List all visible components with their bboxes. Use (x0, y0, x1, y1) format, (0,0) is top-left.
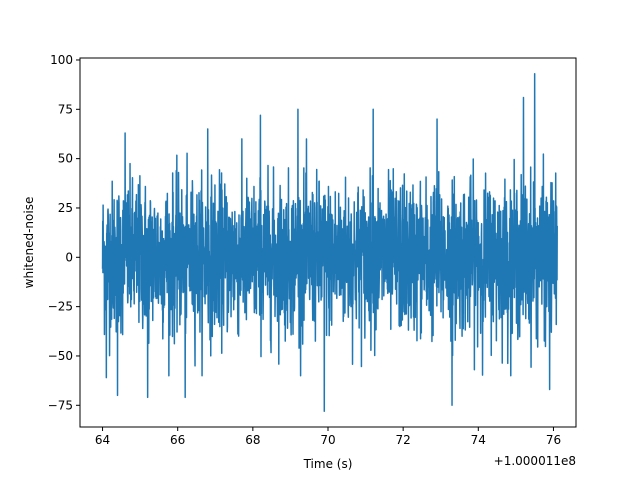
y-tick-label: 0 (65, 250, 73, 264)
y-tick-label: 25 (58, 201, 73, 215)
y-tick-label: 50 (58, 152, 73, 166)
x-tick-label: 66 (170, 433, 185, 447)
x-tick-label: 72 (396, 433, 411, 447)
x-tick-label: 64 (95, 433, 110, 447)
y-tick-label: −25 (48, 300, 73, 314)
x-tick-label: 74 (471, 433, 486, 447)
y-tick-label: −50 (48, 349, 73, 363)
y-tick-label: 75 (58, 102, 73, 116)
x-axis-label: Time (s) (303, 457, 353, 471)
x-tick-label: 70 (320, 433, 335, 447)
x-tick-label: 76 (546, 433, 561, 447)
x-tick-label: 68 (245, 433, 260, 447)
y-tick-label: −75 (48, 398, 73, 412)
x-axis-offset-label: +1.000011e8 (494, 454, 576, 468)
series-layer (101, 73, 558, 412)
y-axis-label: whitened-noise (22, 197, 36, 289)
y-axis: −75 −50 −25 0 25 50 75 100 (48, 53, 80, 412)
series-line (101, 73, 558, 412)
y-tick-label: 100 (50, 53, 73, 67)
x-axis: 64 66 68 70 72 74 76 (95, 427, 561, 447)
